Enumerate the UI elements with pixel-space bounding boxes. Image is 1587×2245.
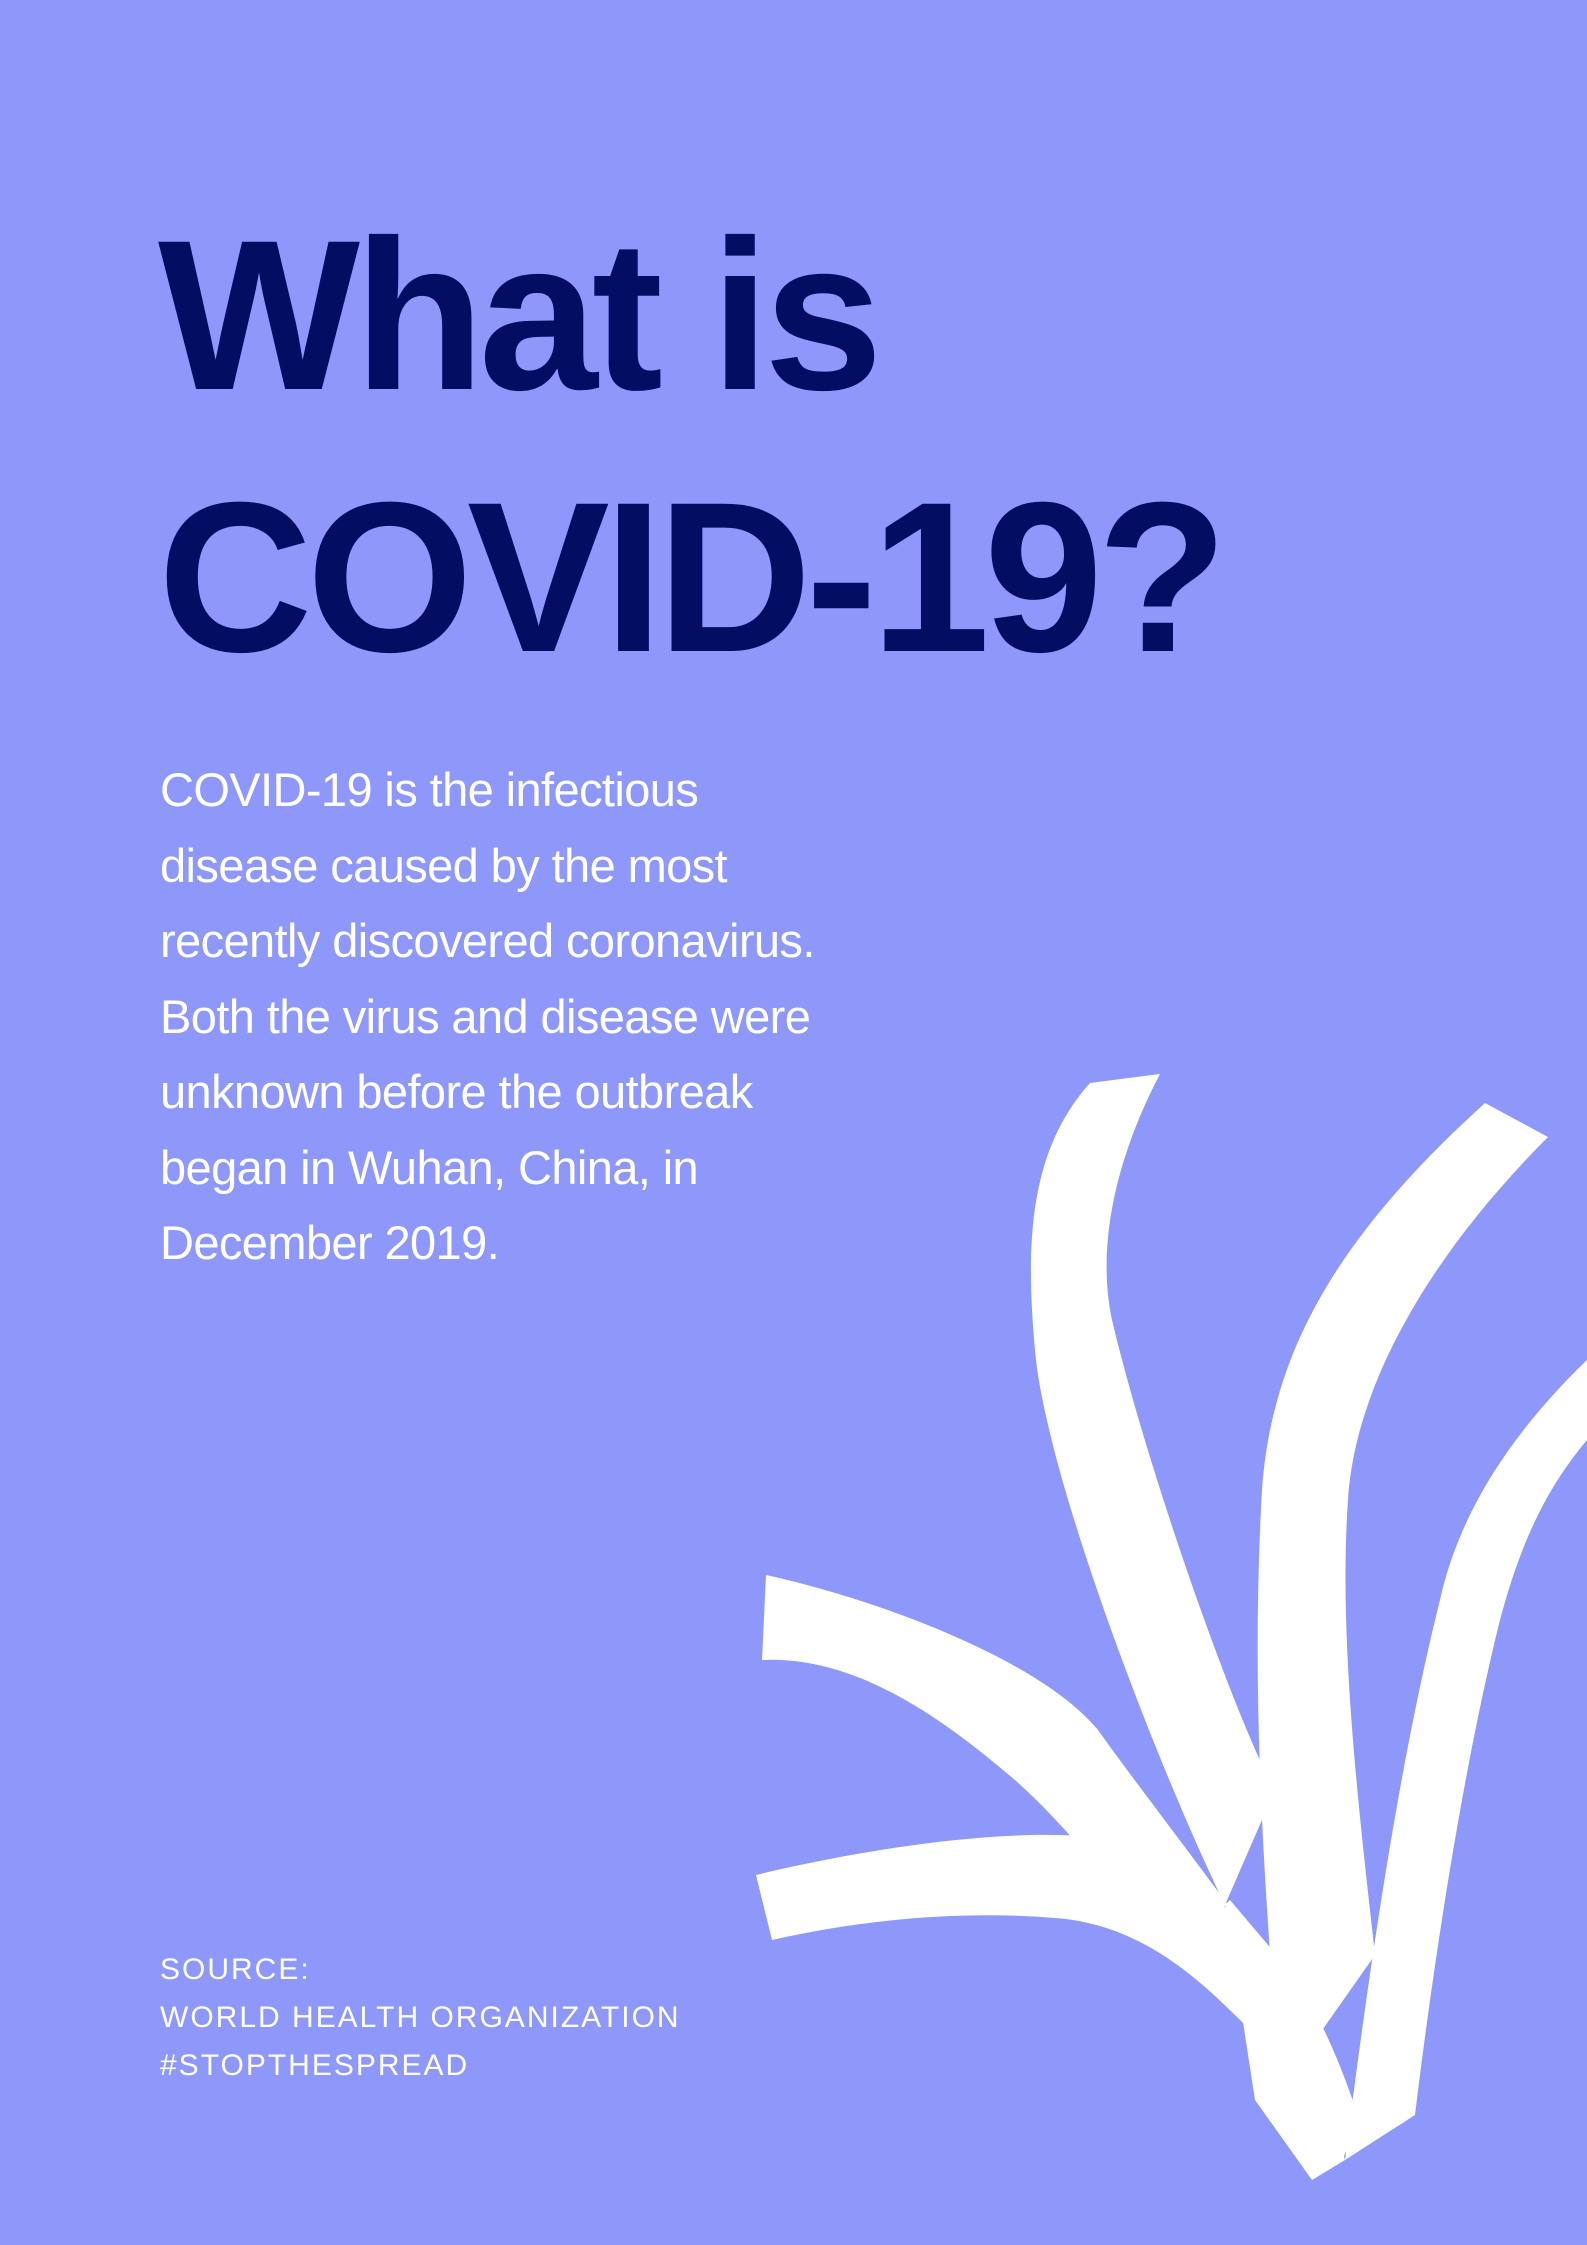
description-line: disease caused by the most: [160, 838, 728, 892]
description-line: unknown before the outbreak: [160, 1065, 753, 1118]
source-credit: SOURCE: WORLD HEALTH ORGANIZATION #STOPT…: [160, 1946, 681, 2090]
hashtag: #STOPTHESPREAD: [160, 2049, 470, 2082]
arrow-stroke-lower-branch: [756, 1834, 1360, 2160]
description-line: Both the virus and disease were: [160, 989, 811, 1043]
description-paragraph: COVID-19 is the infectious disease cause…: [160, 752, 920, 1281]
arrow-tip: [1225, 1900, 1345, 2180]
page-title: What is COVID-19?: [158, 185, 1228, 709]
arrow-stroke-right: [1345, 1360, 1587, 2160]
source-label: SOURCE:: [160, 1953, 311, 1986]
arrow-stroke-left: [1030, 1074, 1275, 1905]
title-line-2: COVID-19?: [158, 458, 1228, 697]
description-line: December 2019.: [160, 1216, 500, 1269]
description-line: recently discovered coronavirus.: [160, 914, 815, 967]
title-line-1: What is: [158, 196, 883, 435]
source-organization: WORLD HEALTH ORGANIZATION: [160, 2001, 681, 2034]
description-line: began in Wuhan, China, in: [160, 1140, 699, 1194]
description-line: COVID-19 is the infectious: [160, 763, 699, 816]
arrow-stroke-middle: [1257, 1103, 1548, 2090]
